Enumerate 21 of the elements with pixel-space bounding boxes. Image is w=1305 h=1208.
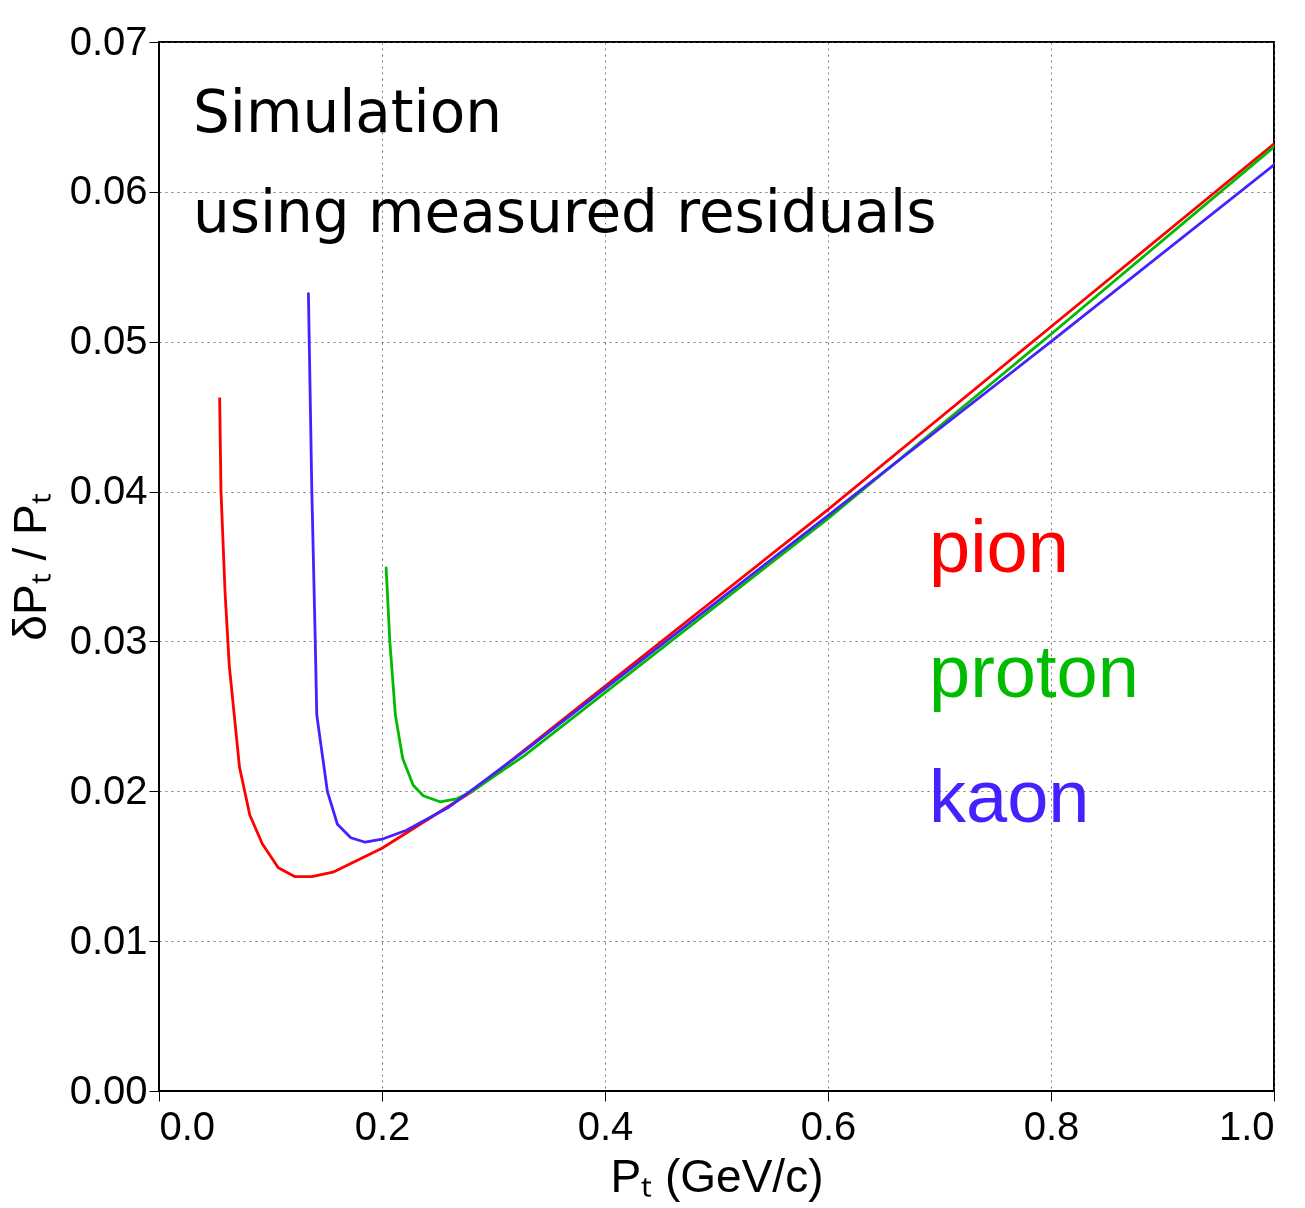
y-axis-title: δPₜ / Pₜ bbox=[3, 493, 56, 641]
y-tick-label: 0.06 bbox=[69, 168, 148, 213]
y-tick-label: 0.00 bbox=[69, 1067, 148, 1112]
y-tick-label: 0.02 bbox=[69, 767, 148, 812]
x-tick-label: 0.6 bbox=[800, 1103, 857, 1148]
y-tick-label: 0.04 bbox=[69, 468, 148, 513]
y-tick-label: 0.01 bbox=[69, 917, 148, 962]
annotation: using measured residuals bbox=[193, 178, 937, 246]
y-tick-label: 0.03 bbox=[69, 617, 148, 662]
x-tick-label: 0.0 bbox=[159, 1103, 216, 1148]
text: proton bbox=[929, 630, 1139, 713]
y-tick-label: 0.07 bbox=[69, 18, 148, 63]
x-tick-label: 0.2 bbox=[354, 1103, 411, 1148]
series-label: pion bbox=[929, 505, 1069, 588]
x-axis-title: Pₜ (GeV/c) bbox=[610, 1149, 824, 1202]
x-tick-label: 0.4 bbox=[577, 1103, 634, 1148]
y-tick-label: 0.05 bbox=[69, 318, 148, 363]
text: kaon bbox=[929, 755, 1090, 838]
x-tick-label: 1.0 bbox=[1218, 1103, 1275, 1148]
x-tick-label: 0.8 bbox=[1023, 1103, 1080, 1148]
annotation: Simulation bbox=[193, 78, 502, 146]
